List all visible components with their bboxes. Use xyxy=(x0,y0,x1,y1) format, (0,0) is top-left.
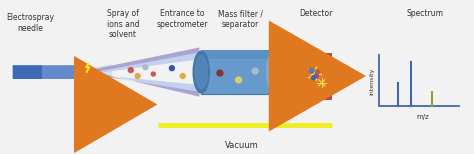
Circle shape xyxy=(128,68,133,73)
Text: Entrance to
spectrometer: Entrance to spectrometer xyxy=(157,9,209,29)
Circle shape xyxy=(270,77,275,81)
Circle shape xyxy=(180,74,185,79)
Circle shape xyxy=(217,70,223,76)
FancyBboxPatch shape xyxy=(13,65,42,79)
Text: Mass filter /
separator: Mass filter / separator xyxy=(218,9,263,29)
Text: m/z: m/z xyxy=(416,114,429,120)
Text: Vacuum: Vacuum xyxy=(225,141,258,150)
Circle shape xyxy=(151,72,155,76)
Ellipse shape xyxy=(266,51,283,94)
Polygon shape xyxy=(90,48,200,73)
Ellipse shape xyxy=(192,51,210,94)
Text: intensity: intensity xyxy=(369,67,374,95)
Circle shape xyxy=(311,76,315,80)
Ellipse shape xyxy=(194,55,208,89)
Text: Detector: Detector xyxy=(299,9,333,18)
FancyBboxPatch shape xyxy=(301,53,330,99)
Circle shape xyxy=(314,74,319,78)
FancyBboxPatch shape xyxy=(201,51,275,94)
Polygon shape xyxy=(90,70,200,97)
Circle shape xyxy=(135,74,140,79)
Circle shape xyxy=(309,68,314,73)
FancyBboxPatch shape xyxy=(13,65,84,79)
Circle shape xyxy=(170,66,174,71)
Polygon shape xyxy=(90,71,200,97)
Polygon shape xyxy=(82,66,90,79)
Text: Desolvation
process: Desolvation process xyxy=(74,111,119,131)
Polygon shape xyxy=(90,48,200,74)
FancyBboxPatch shape xyxy=(201,51,275,59)
Text: Spectrum: Spectrum xyxy=(406,9,443,18)
Polygon shape xyxy=(85,64,112,80)
Circle shape xyxy=(236,77,241,83)
Text: Electrospray
needle: Electrospray needle xyxy=(6,13,54,33)
Circle shape xyxy=(143,65,148,70)
Circle shape xyxy=(252,68,258,74)
Circle shape xyxy=(315,70,319,74)
Text: Spray of
ions and
solvent: Spray of ions and solvent xyxy=(107,9,139,39)
